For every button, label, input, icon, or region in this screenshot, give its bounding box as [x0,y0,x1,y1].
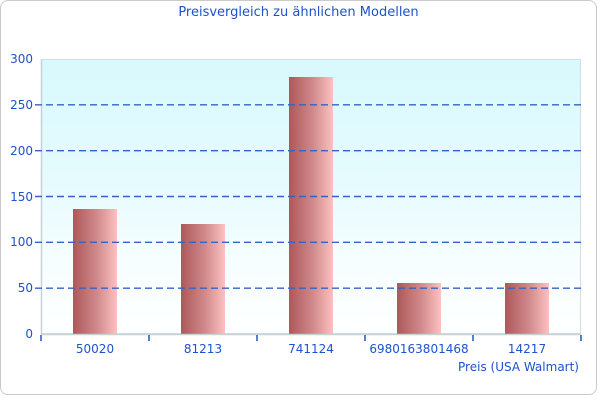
y-tick-label-0: 0 [25,327,33,341]
y-tick-label-150: 150 [10,189,33,204]
y-tick-label-300: 300 [10,52,33,66]
y-tick-label-250: 250 [10,97,33,112]
bar-50020 [73,209,117,334]
x-tick-label-741124: 741124 [288,342,334,356]
x-tick-label-6980163801468: 6980163801468 [369,342,469,356]
x-tick-label-50020: 50020 [75,342,115,356]
bar-81213 [181,224,225,334]
bar-741124 [289,77,333,334]
y-tick-label-200: 200 [10,143,33,158]
x-tick-label-81213: 81213 [183,342,223,356]
x-tick-label-14217: 14217 [507,342,547,356]
bar-14217 [505,282,549,334]
x-axis-title: Preis (USA Walmart) [458,360,579,374]
bar-6980163801468 [397,282,441,334]
chart-title: Preisvergleich zu ähnlichen Modellen [178,5,419,20]
y-tick-label-50: 50 [17,281,33,296]
y-tick-label-100: 100 [10,235,33,250]
